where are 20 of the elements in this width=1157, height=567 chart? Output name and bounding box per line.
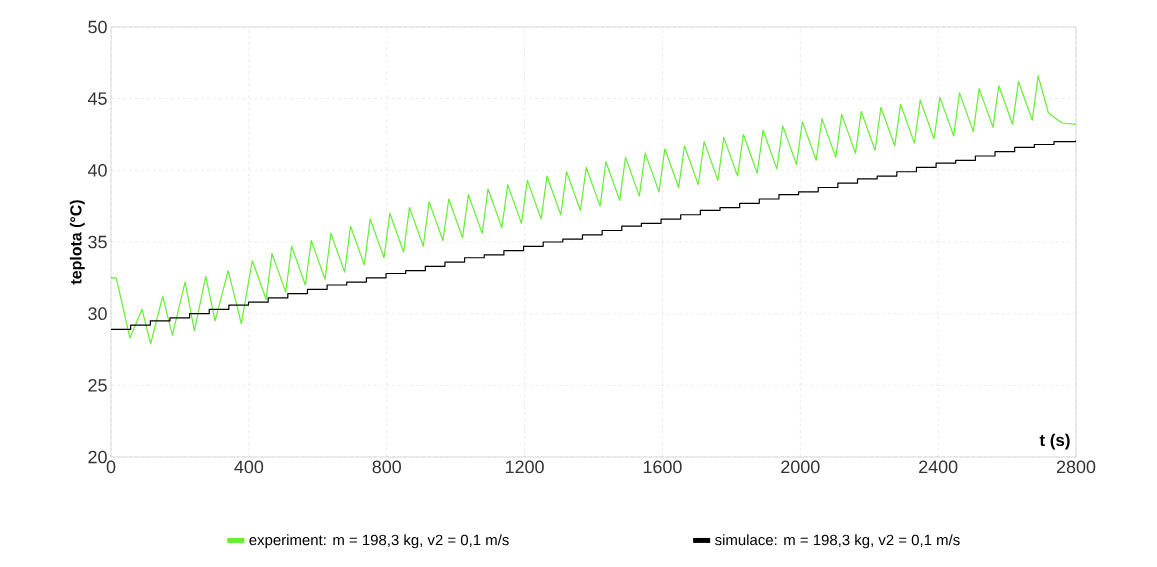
x-tick-label: 0 — [106, 460, 116, 474]
x-tick-label: 400 — [234, 460, 264, 474]
x-tick-label: 2400 — [919, 460, 958, 474]
x-axis-title: t (s) — [1039, 433, 1070, 450]
legend-label: experiment: m = 198,3 kg, v2 = 0,1 m/s — [249, 534, 509, 549]
y-tick-label: 30 — [88, 307, 107, 320]
x-tick-label: 1600 — [643, 460, 682, 474]
x-tick-label: 800 — [372, 460, 401, 474]
y-tick-label: 25 — [88, 378, 107, 392]
x-tick-label: 2800 — [1056, 460, 1096, 474]
y-tick-label: 45 — [87, 92, 107, 105]
y-tick-label: 50 — [88, 20, 107, 34]
line-series — [111, 75, 1077, 345]
y-tick-label: 35 — [88, 235, 107, 249]
y-axis-title: teplota (°C) — [69, 200, 85, 285]
y-tick-label: 40 — [87, 163, 107, 177]
legend-label: simulace: m = 198,3 kg, v2 = 0,1 m/s — [715, 534, 960, 549]
y-tick-label: 20 — [88, 450, 107, 464]
x-tick-label: 2000 — [781, 460, 820, 474]
x-tick-label: 1200 — [506, 460, 544, 474]
